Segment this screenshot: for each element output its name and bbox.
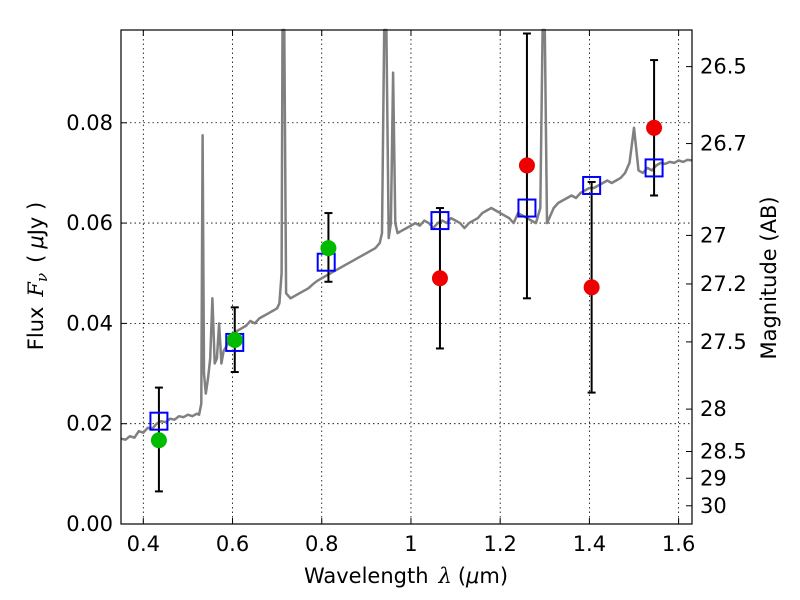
x-tick-label: 0.8: [305, 532, 338, 556]
right-tick-label: 28.5: [700, 440, 747, 464]
x-tick-label: 1.4: [573, 532, 606, 556]
model-photometry-square: [149, 411, 169, 431]
y-tick-label: 0.06: [66, 211, 113, 235]
observed-flux-point: [583, 279, 600, 296]
observed-flux-point: [226, 331, 243, 348]
observed-flux-point: [320, 240, 337, 257]
plot-frame: [120, 29, 693, 525]
model-photometry-square: [316, 252, 336, 272]
x-tick-label: 0.6: [216, 532, 249, 556]
observed-flux-point: [431, 270, 448, 287]
right-tick-label: 27.2: [700, 272, 747, 296]
observed-flux-point: [646, 119, 663, 136]
y-tick-label: 0.08: [66, 111, 113, 135]
y-axis-label: FluxFν(μJy ): [24, 202, 51, 350]
x-tick-label: 1: [404, 532, 417, 556]
data-markers: [149, 119, 664, 449]
x-tick-label: 1.6: [662, 532, 695, 556]
y-tick-label: 0.02: [66, 412, 113, 436]
axis-ticks: 0.4 0.6 0.8 1 1.2 1.4 1.6 0.00 0.02 0.04 0.06 0.08 2…: [66, 30, 747, 556]
model-spectrum: [120, 28, 693, 441]
x-axis-label: Wavelength λ (μm): [304, 564, 508, 588]
right-tick-label: 26.5: [700, 55, 747, 79]
y-right-axis-label: Magnitude (AB): [757, 196, 781, 359]
observed-flux-point: [518, 157, 535, 174]
model-photometry-square: [582, 175, 602, 195]
grid-lines: [121, 30, 692, 525]
right-tick-label: 30: [700, 494, 727, 518]
y-tick-label: 0.00: [66, 512, 113, 536]
model-photometry-square: [644, 158, 664, 178]
right-tick-label: 27.5: [700, 330, 747, 354]
y-tick-label: 0.04: [66, 311, 113, 335]
spectrum-line: [120, 28, 693, 441]
model-photometry-square: [517, 198, 537, 218]
observed-flux-point: [150, 432, 167, 449]
right-tick-label: 26.7: [700, 132, 747, 156]
right-tick-label: 27: [700, 223, 727, 247]
error-bars: [154, 32, 659, 493]
right-tick-label: 28: [700, 397, 727, 421]
x-tick-label: 1.2: [483, 532, 516, 556]
x-tick-label: 0.4: [127, 532, 160, 556]
model-photometry-square: [430, 211, 450, 231]
right-tick-label: 29: [700, 466, 727, 490]
